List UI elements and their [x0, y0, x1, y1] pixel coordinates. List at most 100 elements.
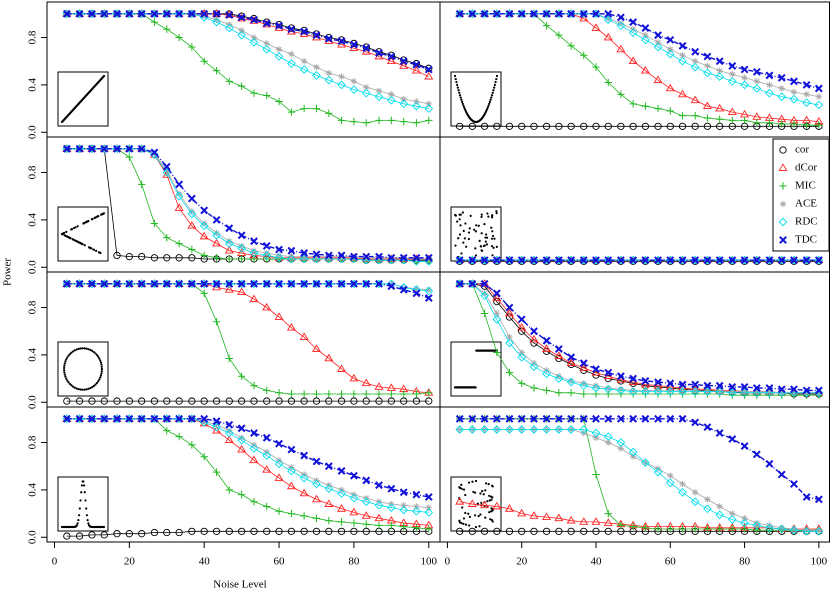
- inset-dot: [485, 108, 489, 111]
- point: [300, 451, 309, 460]
- inset-dot: [82, 484, 86, 487]
- point: [250, 15, 258, 24]
- point: [765, 523, 774, 533]
- point: [716, 503, 723, 510]
- point: [399, 390, 408, 398]
- point: [424, 65, 433, 74]
- point: [555, 527, 563, 535]
- point: [741, 515, 748, 522]
- inset-dot: [462, 522, 465, 525]
- inset-dot: [63, 371, 66, 374]
- inset-dot: [482, 244, 485, 248]
- point: [790, 88, 798, 96]
- point: [715, 72, 725, 81]
- point: [628, 447, 638, 457]
- point: [250, 527, 258, 535]
- point: [666, 379, 675, 388]
- point: [287, 108, 296, 116]
- point: [424, 71, 434, 80]
- point: [727, 388, 737, 398]
- point: [790, 120, 798, 128]
- point: [163, 426, 171, 435]
- inset-dot: [75, 524, 79, 527]
- point: [226, 427, 233, 434]
- point: [629, 387, 637, 394]
- point: [753, 78, 761, 85]
- point: [225, 77, 233, 86]
- point: [530, 414, 538, 423]
- inset-dot: [79, 347, 82, 350]
- point: [642, 387, 649, 394]
- inset-dot: [476, 502, 479, 505]
- point: [629, 256, 638, 265]
- point: [566, 358, 576, 367]
- inset-dot: [491, 91, 494, 94]
- point: [237, 243, 246, 253]
- point: [250, 429, 258, 437]
- inset-frame: [57, 341, 109, 397]
- point: [300, 279, 309, 288]
- point: [752, 67, 761, 76]
- point: [703, 114, 712, 122]
- point: [299, 65, 309, 74]
- inset-dot: [487, 104, 490, 107]
- point: [603, 518, 613, 526]
- series-line: [66, 283, 429, 292]
- inset-dot: [64, 360, 67, 363]
- point: [212, 397, 221, 405]
- point: [481, 290, 488, 297]
- point: [400, 56, 408, 64]
- point: [361, 378, 371, 387]
- inset-dot: [467, 237, 470, 241]
- point: [704, 496, 711, 503]
- point: [262, 251, 272, 260]
- point: [605, 439, 612, 446]
- point: [542, 369, 551, 379]
- inset-dot: [100, 365, 103, 368]
- point: [666, 122, 674, 130]
- point: [262, 433, 271, 442]
- point: [362, 119, 370, 127]
- inset-dot: [489, 518, 492, 521]
- point: [802, 256, 811, 265]
- inset-dot: [91, 386, 94, 389]
- point: [678, 387, 687, 396]
- point: [542, 21, 551, 30]
- point: [275, 252, 283, 259]
- point: [690, 62, 700, 72]
- point: [691, 58, 699, 65]
- panel: 0.0 0.4 0.8 0 20 40 60 80 100: [27, 406, 441, 568]
- inset-dot: [480, 213, 483, 216]
- point: [237, 82, 246, 90]
- point: [263, 40, 270, 47]
- legend-marker: [778, 217, 788, 227]
- point: [175, 33, 183, 42]
- point: [592, 414, 600, 423]
- point: [753, 119, 761, 127]
- point: [262, 242, 271, 250]
- point: [530, 527, 538, 535]
- point: [349, 85, 359, 94]
- inset-dot: [490, 498, 493, 501]
- point: [299, 488, 309, 497]
- point: [555, 373, 563, 380]
- inset-dot: [95, 249, 98, 252]
- series-line: [459, 283, 819, 392]
- inset-dot: [485, 233, 488, 236]
- inset-dot: [102, 74, 106, 78]
- point: [275, 46, 283, 53]
- point: [492, 293, 502, 301]
- point: [752, 384, 761, 392]
- point: [728, 116, 737, 125]
- point: [275, 397, 283, 405]
- series-line: [66, 283, 429, 394]
- point: [312, 279, 321, 288]
- point: [529, 362, 539, 372]
- point: [592, 382, 600, 389]
- point: [200, 251, 208, 260]
- legend-marker: [779, 182, 787, 190]
- inset-dot: [459, 224, 462, 227]
- legend-label: dCor: [795, 162, 817, 174]
- point: [802, 80, 811, 89]
